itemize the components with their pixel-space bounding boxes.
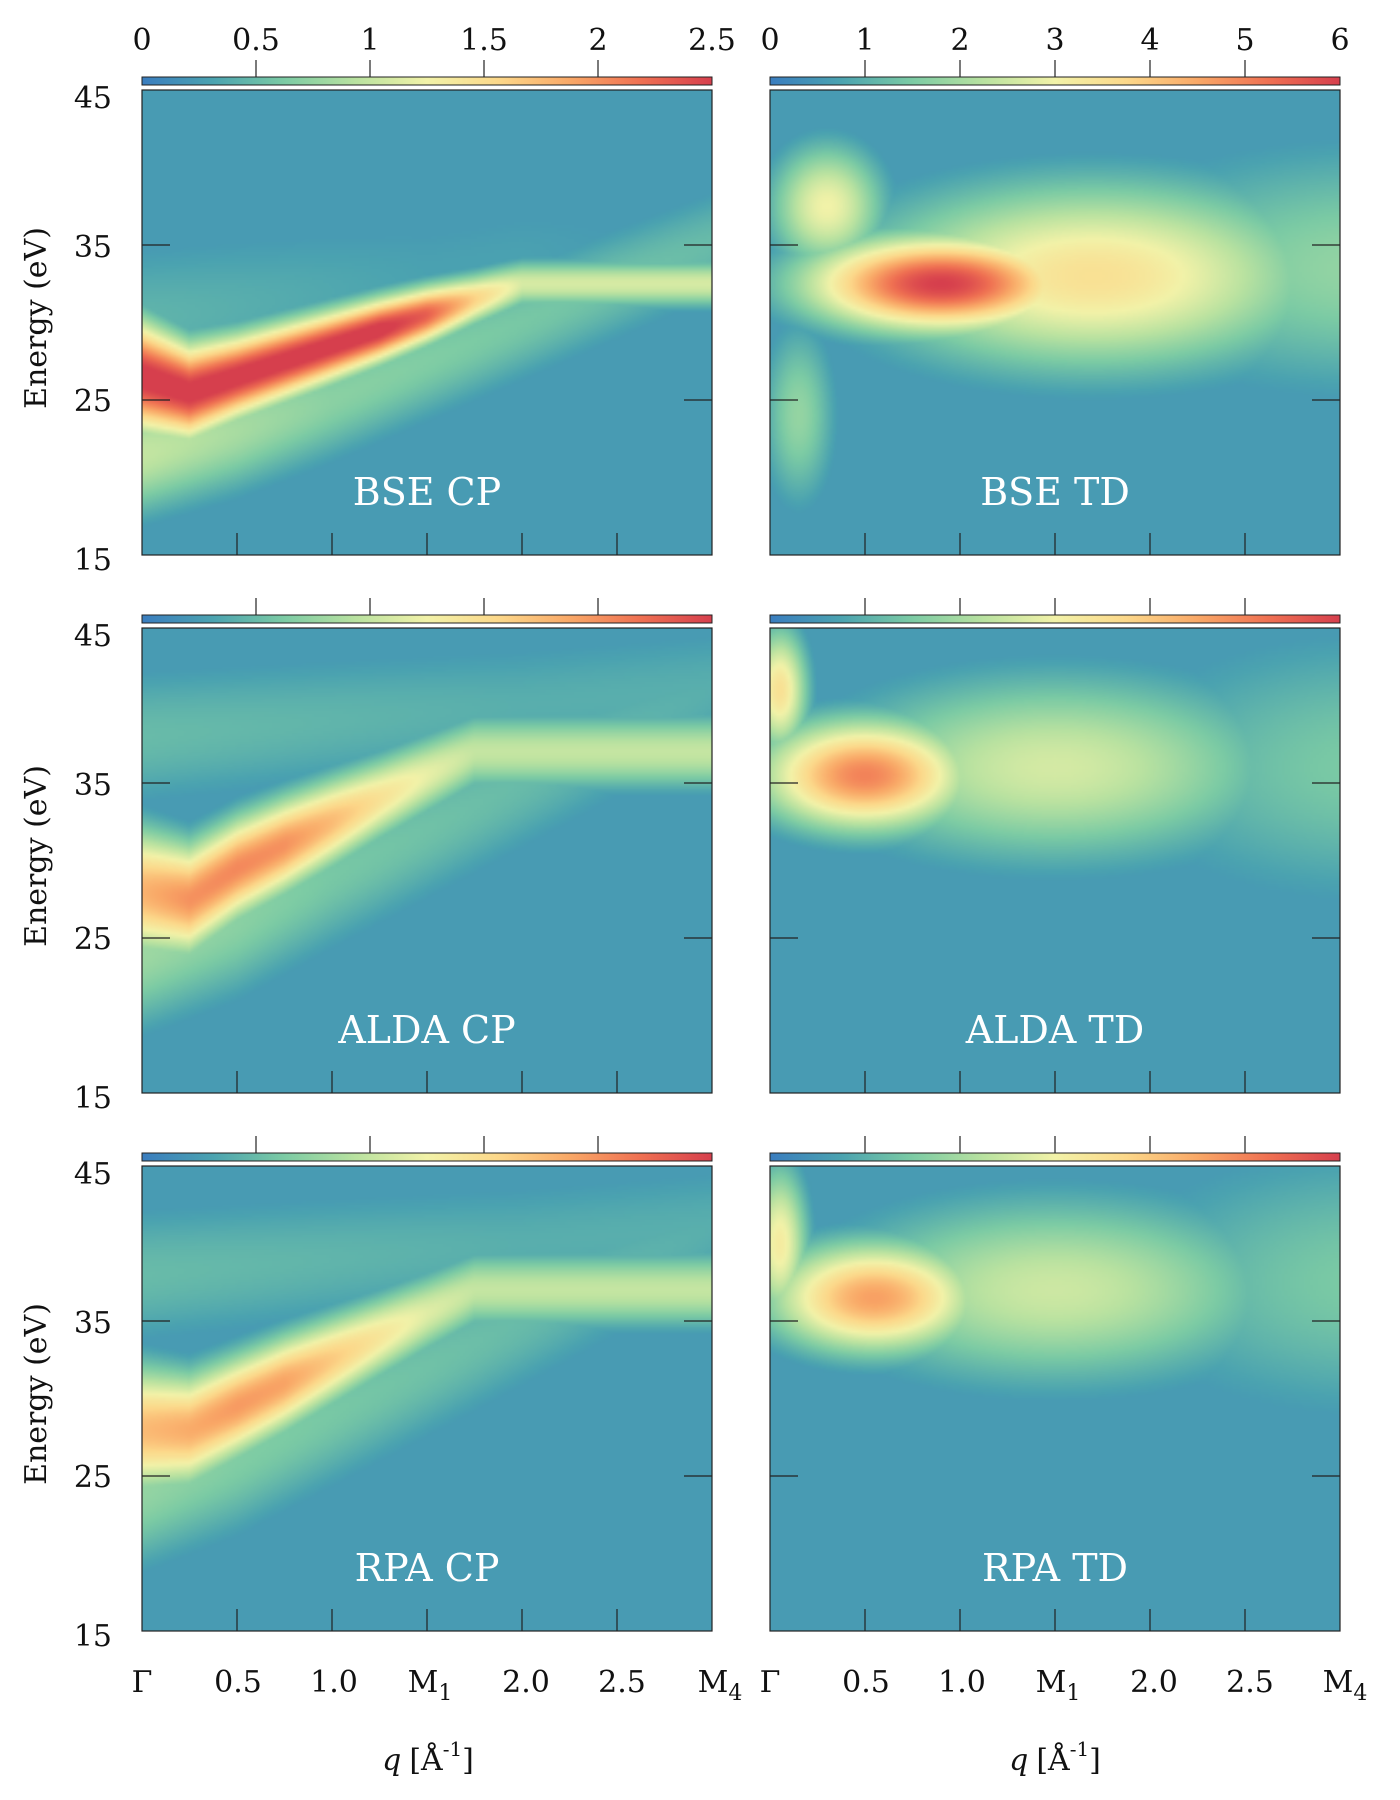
panel-label: BSE CP <box>353 470 501 514</box>
colorbar-tick-label: 5 <box>1235 23 1254 58</box>
x-tick-labels-left: Γ 0.5 1.0 M1 2.0 2.5 M4 <box>132 1665 743 1706</box>
heatmap-image <box>142 90 712 555</box>
x-axis-unit-exponent: -1 <box>443 1737 462 1761</box>
panel-bse-cp: BSE CP <box>141 60 713 556</box>
colorbar-0-tick-labels: 0 0.5 1 1.5 2 2.5 <box>132 23 735 58</box>
x-tick-label-subscript: 4 <box>1353 1681 1367 1706</box>
x-tick-label-subscript: 4 <box>728 1681 742 1706</box>
x-tick-label: 2.0 <box>1130 1665 1178 1700</box>
x-axis-unit: [Å <box>1036 1742 1070 1778</box>
x-tick-label: M4 <box>1323 1665 1368 1706</box>
y-tick-label: 35 <box>74 768 112 803</box>
y-tick-label: 45 <box>74 81 112 116</box>
colorbar-tick-label: 1 <box>360 23 379 58</box>
x-axis-symbol: q <box>382 1743 401 1778</box>
x-tick-label: 2.5 <box>1226 1665 1274 1700</box>
x-tick-labels-right: Γ 0.5 1.0 M1 2.0 2.5 M4 <box>760 1665 1368 1706</box>
colorbar <box>769 1152 1341 1162</box>
axis-ticks <box>770 1136 1340 1631</box>
colorbar-tick-label: 0 <box>760 23 779 58</box>
x-tick-label: 0.5 <box>842 1665 890 1700</box>
y-tick-label: 15 <box>74 1081 112 1116</box>
axis-ticks <box>770 60 1340 555</box>
x-tick-label: Γ <box>760 1665 781 1700</box>
y-tick-label: 25 <box>74 922 112 957</box>
x-axis-title: q [Å-1] <box>1009 1737 1101 1778</box>
heatmap-image <box>770 628 1340 1093</box>
colorbar-tick-label: 2 <box>950 23 969 58</box>
y-axis-title: Energy (eV) <box>19 765 54 947</box>
y-tick-label: 15 <box>74 1619 112 1654</box>
y-axis-labels: Energy (eV) Energy (eV) Energy (eV) 45 3… <box>19 81 112 1654</box>
x-tick-label: M1 <box>408 1665 453 1706</box>
x-axis-unit-close: ] <box>462 1743 474 1778</box>
y-tick-label: 35 <box>74 230 112 265</box>
panel-label: RPA TD <box>982 1546 1128 1590</box>
colorbar <box>141 76 713 86</box>
colorbar-tick-label: 1 <box>855 23 874 58</box>
colorbar-tick-label: 2.5 <box>688 23 736 58</box>
panel-label: RPA CP <box>355 1546 500 1590</box>
axis-ticks <box>770 598 1340 1093</box>
panel-label: ALDA CP <box>337 1008 515 1052</box>
x-tick-label-subscript: 1 <box>1066 1681 1080 1706</box>
colorbar-tick-label: 2 <box>588 23 607 58</box>
x-tick-label: 1.0 <box>938 1665 986 1700</box>
colorbar-tick-label: 1.5 <box>460 23 508 58</box>
y-tick-label: 25 <box>74 384 112 419</box>
x-tick-label: Γ <box>132 1665 153 1700</box>
heatmap-image <box>142 1166 712 1631</box>
colorbar <box>769 614 1341 624</box>
colorbar-tick-label: 0.5 <box>232 23 280 58</box>
heatmap-image <box>770 90 1340 555</box>
x-tick-label-main: M <box>1323 1665 1354 1700</box>
colorbar-tick-label: 6 <box>1330 23 1349 58</box>
x-tick-label-subscript: 1 <box>438 1681 452 1706</box>
colorbar-tick-label: 0 <box>132 23 151 58</box>
x-axis-unit-close: ] <box>1089 1743 1101 1778</box>
x-tick-label: M4 <box>698 1665 743 1706</box>
panel-label: ALDA TD <box>965 1008 1144 1052</box>
panel-rpa-cp: RPA CP <box>141 1136 713 1632</box>
y-tick-label: 45 <box>74 619 112 654</box>
panel-label: BSE TD <box>980 470 1130 514</box>
x-tick-label: M1 <box>1036 1665 1081 1706</box>
x-tick-label: 2.5 <box>598 1665 646 1700</box>
axis-ticks <box>142 60 712 555</box>
x-tick-label: 0.5 <box>214 1665 262 1700</box>
y-tick-label: 35 <box>74 1306 112 1341</box>
x-tick-label: 2.0 <box>502 1665 550 1700</box>
colorbar <box>769 76 1341 86</box>
colorbar-1-tick-labels: 0 1 2 3 4 5 6 <box>760 23 1349 58</box>
x-axis-symbol: q <box>1009 1743 1028 1778</box>
heatmap-image <box>770 1166 1340 1631</box>
axis-ticks <box>142 1136 712 1631</box>
y-tick-label: 15 <box>74 543 112 578</box>
heatmap-image <box>142 628 712 1093</box>
x-tick-label-main: M <box>698 1665 729 1700</box>
x-axis-title: q [Å-1] <box>382 1737 474 1778</box>
x-tick-label-main: M <box>1036 1665 1067 1700</box>
panel-alda-td: ALDA TD <box>769 598 1341 1094</box>
x-tick-label: 1.0 <box>310 1665 358 1700</box>
colorbar <box>141 614 713 624</box>
colorbar <box>141 1152 713 1162</box>
panel-bse-td: BSE TD <box>769 60 1341 556</box>
x-axis-unit-exponent: -1 <box>1070 1737 1089 1761</box>
panel-rpa-td: RPA TD <box>769 1136 1341 1632</box>
y-axis-title: Energy (eV) <box>19 227 54 409</box>
colorbar-tick-label: 3 <box>1045 23 1064 58</box>
axis-ticks <box>142 598 712 1093</box>
panel-alda-cp: ALDA CP <box>141 598 713 1094</box>
colorbar-tick-label: 4 <box>1140 23 1159 58</box>
x-axis-unit: [Å <box>409 1742 443 1778</box>
y-tick-label: 45 <box>74 1157 112 1192</box>
x-tick-label-main: M <box>408 1665 439 1700</box>
y-axis-title: Energy (eV) <box>19 1303 54 1485</box>
y-tick-label: 25 <box>74 1460 112 1495</box>
